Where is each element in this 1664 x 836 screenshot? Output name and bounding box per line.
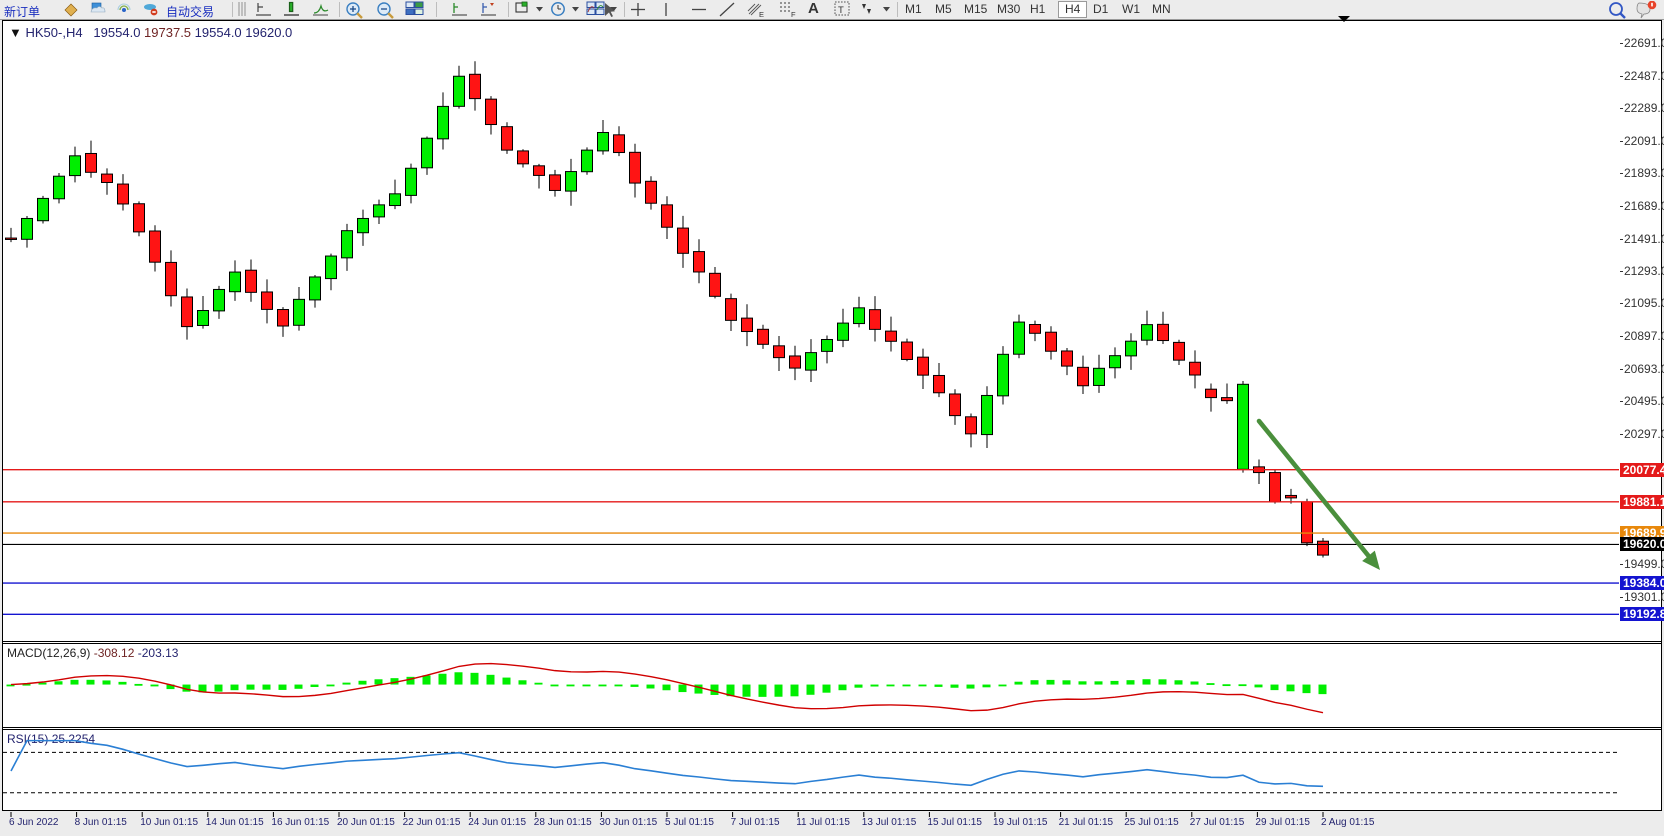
svg-text:T: T	[838, 5, 844, 16]
svg-text:F: F	[791, 10, 796, 19]
svg-text:E: E	[759, 10, 764, 19]
